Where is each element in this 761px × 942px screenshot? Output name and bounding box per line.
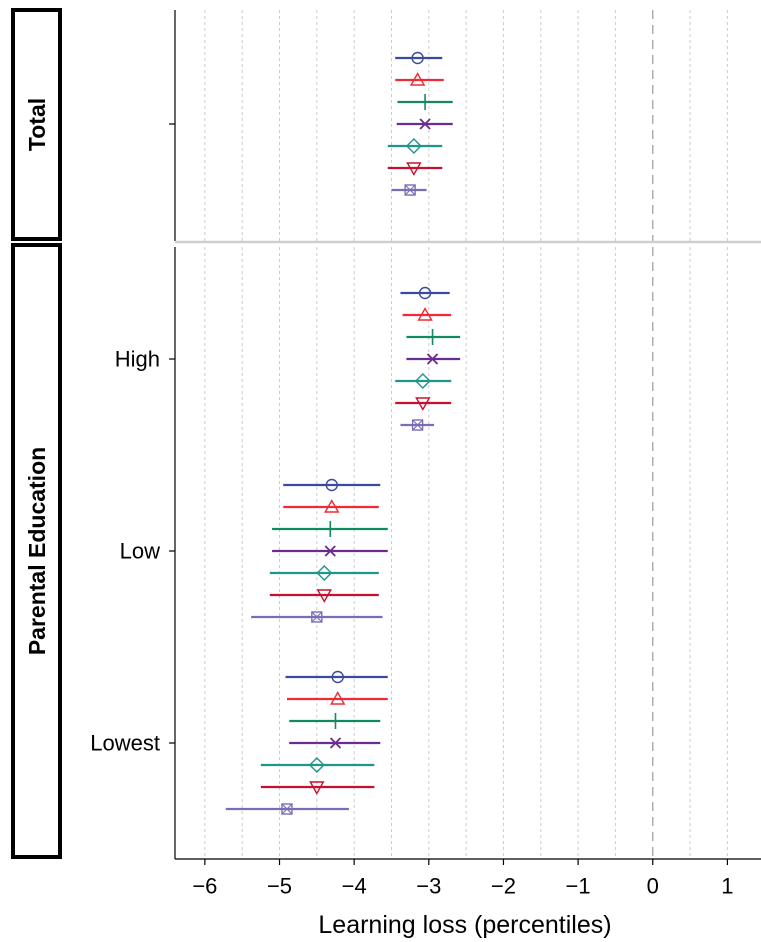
panels-layer — [169, 10, 761, 860]
estimate-triangle-down — [269, 589, 379, 603]
marker-triangle-down — [309, 781, 325, 795]
estimate-square-x — [225, 803, 349, 815]
x-tick-label: −4 — [342, 874, 367, 899]
strip-parental-education: Parental Education — [11, 243, 62, 859]
y-tick-label-lowest: Lowest — [90, 731, 160, 756]
estimate-x — [272, 545, 388, 557]
x-tick-label: 1 — [721, 874, 733, 899]
estimate-plus — [289, 713, 381, 729]
marker-x — [426, 353, 439, 365]
x-tick-label: −2 — [491, 874, 516, 899]
estimate-triangle-down — [387, 162, 443, 176]
estimate-square-x — [400, 419, 435, 431]
strip-label-parental-education: Parental Education — [24, 447, 50, 655]
marker-triangle-up — [409, 72, 426, 86]
marker-circle — [331, 670, 344, 684]
x-tick-label: −3 — [416, 874, 441, 899]
marker-diamond — [316, 565, 333, 581]
estimate-square-x — [391, 184, 427, 196]
estimate-diamond — [395, 373, 452, 389]
marker-x — [329, 737, 342, 749]
marker-circle — [411, 51, 424, 65]
estimate-triangle-up — [395, 72, 444, 86]
marker-square-x — [404, 184, 416, 196]
estimate-circle — [283, 478, 381, 492]
estimate-triangle-up — [402, 307, 452, 321]
marker-circle — [325, 478, 338, 492]
estimate-x — [406, 353, 461, 365]
x-tick-label: 0 — [647, 874, 659, 899]
panel-1 — [169, 247, 761, 860]
marker-diamond — [414, 373, 431, 389]
marker-diamond — [405, 138, 422, 154]
marker-triangle-down — [406, 162, 422, 176]
y-tick-label-high: High — [115, 347, 160, 372]
estimate-plus — [397, 94, 453, 110]
x-tick-label: −5 — [267, 874, 292, 899]
estimate-circle — [395, 51, 443, 65]
estimate-triangle-down — [395, 397, 452, 411]
estimate-square-x — [251, 611, 383, 623]
estimate-diamond — [387, 138, 443, 154]
marker-x — [419, 118, 431, 130]
marker-triangle-down — [316, 589, 332, 603]
marker-triangle-up — [324, 499, 340, 513]
marker-triangle-up — [330, 691, 346, 705]
x-axis-title: Learning loss (percentiles) — [318, 911, 611, 939]
marker-circle — [418, 286, 432, 300]
strip-label-total: Total — [24, 98, 50, 151]
marker-triangle-down — [415, 397, 431, 411]
marker-diamond — [308, 757, 325, 773]
x-axis: −6 −5 −4 −3 −2 −1 0 1 — [192, 859, 734, 899]
estimate-x — [396, 118, 453, 130]
estimate-circle — [285, 670, 388, 684]
estimate-triangle-up — [283, 499, 379, 513]
estimate-triangle-up — [286, 691, 388, 705]
estimate-triangle-down — [260, 781, 375, 795]
marker-triangle-up — [417, 307, 433, 321]
estimate-diamond — [269, 565, 379, 581]
marker-square-x — [311, 611, 323, 623]
strip-total: Total — [11, 8, 62, 241]
marker-square-x — [281, 803, 293, 815]
marker-x — [324, 545, 336, 557]
y-tick-label-low: Low — [120, 539, 160, 564]
estimate-circle — [400, 286, 450, 300]
estimate-x — [289, 737, 381, 749]
x-tick-label: −1 — [566, 874, 591, 899]
panel-0 — [169, 10, 761, 244]
estimate-diamond — [260, 757, 375, 773]
estimate-plus — [406, 329, 461, 345]
marker-square-x — [411, 419, 424, 431]
x-tick-label: −6 — [192, 874, 217, 899]
estimate-plus — [272, 521, 388, 537]
